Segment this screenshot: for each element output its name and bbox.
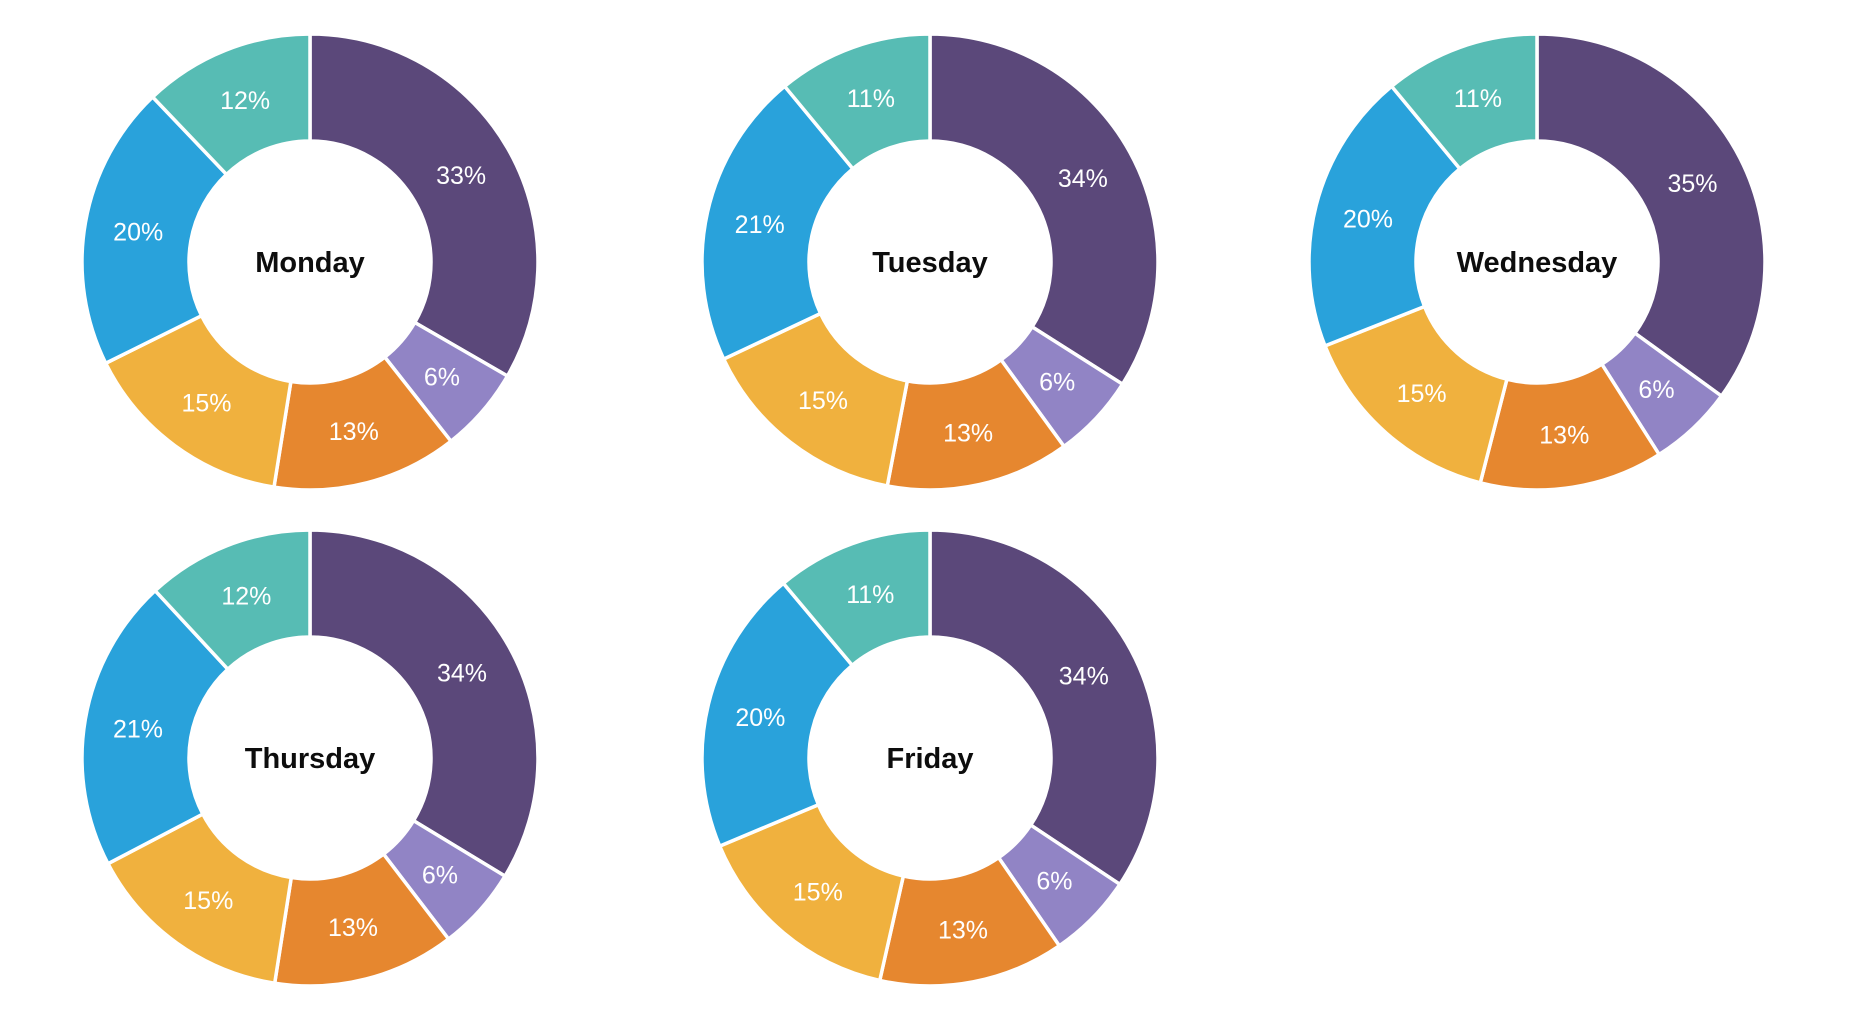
slice-label: 12% [220, 87, 270, 115]
slice-label: 21% [113, 715, 163, 743]
donut-chart-wednesday: 35% 6% 13% 15% 20% 11% Wednesday [1307, 32, 1767, 492]
slice-teal [782, 32, 932, 171]
chart-title: Wednesday [1457, 247, 1618, 279]
slice-label: 34% [1059, 663, 1109, 691]
slice-label: 15% [798, 387, 848, 415]
slice-dark-purple [928, 32, 1160, 386]
slice-blue [80, 588, 230, 866]
chart-title: Tuesday [872, 247, 988, 279]
slice-label: 20% [1343, 206, 1393, 234]
slice-label: 11% [1454, 85, 1502, 113]
donut-svg-friday: 34% 6% 13% 15% 20% 11% Friday [700, 528, 1160, 988]
donut-svg-thursday: 34% 6% 13% 15% 21% 12% Thursday [80, 528, 540, 988]
slice-amber [717, 803, 906, 983]
slice-label: 13% [943, 419, 993, 447]
slice-label: 6% [1638, 376, 1674, 404]
slice-dark-purple [308, 32, 540, 378]
slice-dark-purple [308, 528, 540, 878]
donut-chart-thursday: 34% 6% 13% 15% 21% 12% Thursday [80, 528, 540, 988]
slice-label: 6% [422, 862, 458, 890]
slice-label: 15% [181, 390, 231, 418]
slice-dark-purple [928, 528, 1160, 887]
donut-chart-monday: 33% 6% 13% 15% 20% 12% Monday [80, 32, 540, 492]
slice-label: 11% [847, 85, 895, 113]
slice-label: 34% [1058, 165, 1108, 193]
slice-blue [1307, 84, 1462, 348]
donut-svg-wednesday: 35% 6% 13% 15% 20% 11% Wednesday [1307, 32, 1767, 492]
slice-dark-purple [1535, 32, 1767, 398]
slice-label: 15% [1397, 380, 1447, 408]
slice-blue [700, 84, 855, 361]
chart-title: Friday [886, 743, 973, 775]
slice-label: 6% [424, 363, 460, 391]
slice-label: 13% [328, 914, 378, 942]
slice-label: 6% [1039, 369, 1075, 397]
donut-svg-monday: 33% 6% 13% 15% 20% 12% Monday [80, 32, 540, 492]
slice-teal [1389, 32, 1539, 171]
chart-title: Monday [255, 247, 365, 279]
slice-amber [103, 313, 293, 489]
slice-label: 12% [221, 583, 271, 611]
slice-amber [721, 311, 910, 488]
slice-blue [700, 581, 854, 848]
slice-blue [80, 95, 229, 365]
slice-label: 6% [1036, 867, 1072, 895]
slice-label: 13% [329, 418, 379, 446]
slice-label: 11% [846, 581, 894, 609]
slice-label: 20% [735, 704, 785, 732]
slice-amber [1323, 304, 1509, 485]
donut-svg-tuesday: 34% 6% 13% 15% 21% 11% Tuesday [700, 32, 1160, 492]
slice-label: 21% [735, 211, 785, 239]
slice-label: 15% [793, 879, 843, 907]
slice-label: 33% [436, 162, 486, 190]
slice-teal [781, 528, 932, 668]
slice-teal [150, 32, 312, 177]
slice-teal [153, 528, 312, 671]
slice-label: 34% [437, 659, 487, 687]
slice-label: 13% [938, 916, 988, 944]
slice-label: 13% [1539, 421, 1589, 449]
slice-label: 35% [1667, 170, 1717, 198]
donut-chart-friday: 34% 6% 13% 15% 20% 11% Friday [700, 528, 1160, 988]
slice-label: 20% [113, 219, 163, 247]
donut-chart-tuesday: 34% 6% 13% 15% 21% 11% Tuesday [700, 32, 1160, 492]
slice-label: 15% [183, 887, 233, 915]
chart-title: Thursday [245, 743, 376, 775]
